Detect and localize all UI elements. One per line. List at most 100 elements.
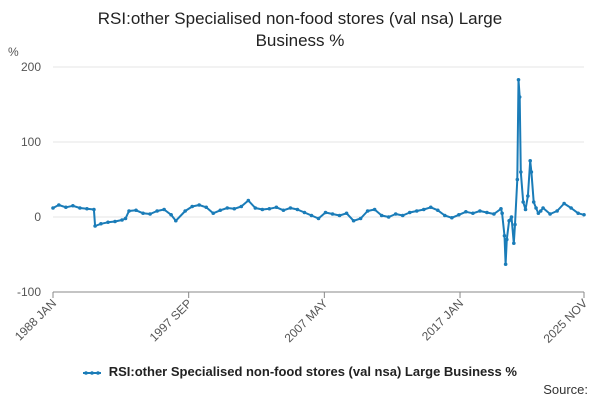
y-axis-label: % [8,45,19,59]
x-tick-label: 1997 SEP [147,296,195,344]
x-tick-label: 1988 JAN [12,296,59,343]
data-point [531,200,536,204]
data-point [519,170,523,174]
data-point [485,210,489,215]
data-point [51,206,55,210]
data-point [344,211,349,216]
data-point [509,215,514,219]
data-point [503,262,508,267]
data-point [562,201,566,206]
data-point [517,95,522,99]
data-point [281,208,286,213]
data-point [127,209,131,213]
data-point [302,210,307,215]
data-point [526,194,530,198]
data-point [64,205,68,210]
data-point [421,207,426,212]
x-axis: 1988 JAN 1997 SEP 2007 MAY 2017 JAN 2025 NOV [12,291,591,346]
data-point [529,170,534,174]
data-point [500,211,504,216]
data-point [134,208,138,213]
data-point [85,206,89,211]
data-point [502,233,507,238]
data-point [197,203,202,207]
data-point [576,211,580,216]
data-point [218,208,223,213]
data-point [393,212,398,216]
source-label: Source: [543,382,588,397]
x-tick-label: 2007 MAY [282,296,331,345]
data-point [295,207,300,212]
data-point [330,212,335,216]
data-point [123,216,128,221]
data-point [548,212,552,216]
data-point [274,205,279,210]
data-point [513,222,517,227]
data-point [372,207,377,212]
data-point [443,213,447,218]
x-tick-label: 2017 JAN [419,296,466,343]
data-point [507,218,511,223]
data-point [316,216,321,221]
data-point [358,216,363,221]
data-point [428,205,433,210]
data-point [162,207,166,212]
data-point [323,210,328,215]
x-tick-label: 2025 NOV [541,296,591,346]
data-point [93,224,97,228]
data-point [400,213,405,218]
data-point [555,209,559,213]
data-point [414,209,419,213]
data-point [538,209,543,213]
y-tick-label: 100 [21,135,41,149]
legend: RSI:other Specialised non-food stores (v… [0,364,600,379]
data-point [523,207,528,212]
data-point [92,207,96,212]
data-point [492,212,496,216]
y-tick-label: -100 [17,285,41,299]
data-point [464,209,468,214]
data-point [113,219,117,224]
data-point [471,211,475,216]
data-point [365,209,370,213]
data-point [435,208,440,213]
data-point [57,203,61,207]
data-point [534,206,538,210]
data-point [309,213,314,218]
data-point [106,220,110,225]
data-point [211,211,216,216]
data-point [232,206,237,211]
data-point [253,206,258,210]
y-tick-label: 200 [21,60,41,74]
data-point [204,205,209,210]
chart-title-line-2: Business % [255,31,345,50]
data-point [515,177,520,182]
data-point [260,207,265,212]
legend-swatch-icon [83,370,102,375]
data-point [267,206,272,211]
data-point [582,212,586,217]
legend-label: RSI:other Specialised non-food stores (v… [108,364,517,379]
data-point [528,158,532,163]
series-line [51,77,586,267]
data-point [499,206,503,211]
data-point [351,218,356,223]
data-point [386,215,391,219]
data-point [288,206,293,210]
data-point [155,209,159,213]
data-point [521,200,525,204]
chart-title: RSI:other Specialised non-food stores (v… [0,8,600,52]
data-point [225,206,230,210]
y-axis: -100 0 100 200% [8,45,41,299]
grid-lines [53,66,584,293]
data-point [71,203,75,208]
data-point [512,241,516,246]
data-point [541,206,545,210]
data-point [239,204,244,209]
data-point [516,77,521,82]
data-point [141,211,145,216]
y-tick-label: 0 [34,210,41,224]
data-point [337,213,342,218]
data-point [536,211,541,216]
